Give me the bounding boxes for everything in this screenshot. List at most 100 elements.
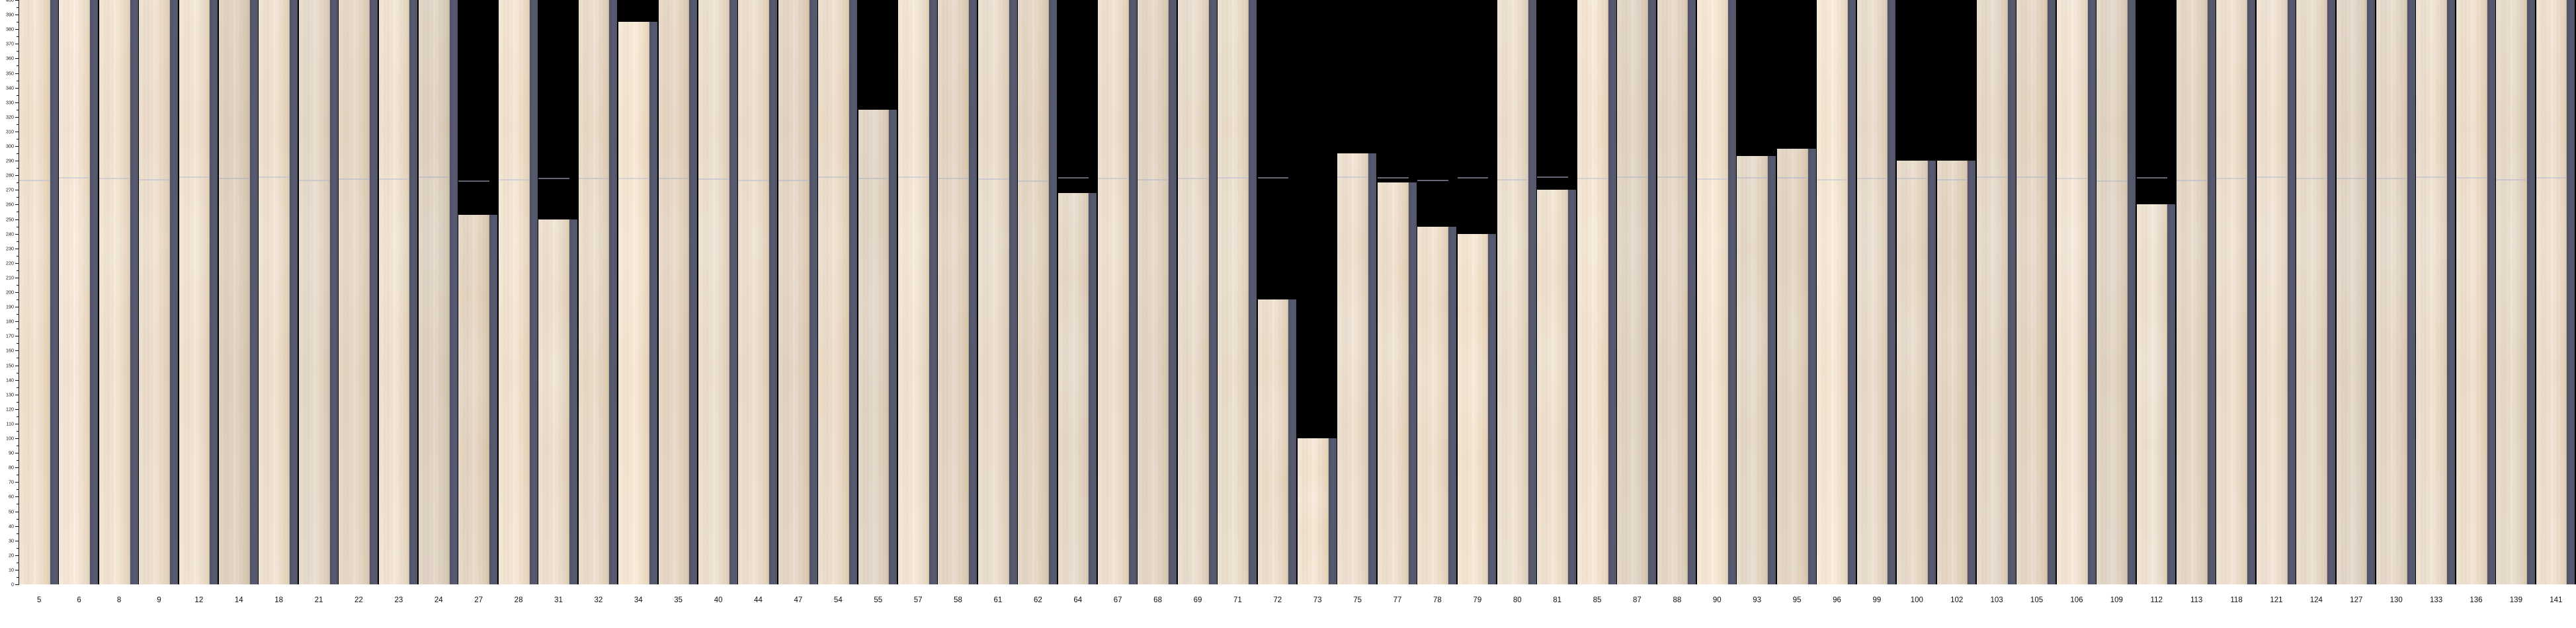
bar-85[interactable]	[1577, 0, 1617, 584]
bar-57[interactable]	[897, 0, 938, 584]
y-tick-label: 230	[6, 245, 14, 252]
bar-133[interactable]	[2416, 0, 2456, 584]
y-tick-label: 50	[9, 508, 14, 514]
bar-139[interactable]	[2496, 0, 2536, 584]
bar-71[interactable]	[1218, 0, 1257, 584]
bar-12[interactable]	[179, 0, 219, 584]
bar-28[interactable]	[498, 0, 538, 584]
bar-99[interactable]	[1856, 0, 1897, 584]
bar-seam	[458, 180, 490, 182]
bar-shadow	[2286, 0, 2296, 584]
bar-55[interactable]	[858, 0, 898, 584]
bar-61[interactable]	[977, 0, 1018, 584]
bar-8[interactable]	[99, 0, 139, 584]
bar-102[interactable]	[1936, 0, 1977, 584]
bar-90[interactable]	[1697, 0, 1737, 584]
bar-seam	[1177, 178, 1209, 179]
bar-75[interactable]	[1337, 0, 1377, 584]
bar-grain	[818, 0, 849, 584]
bar-87[interactable]	[1617, 0, 1657, 584]
bar-69[interactable]	[1177, 0, 1218, 584]
bar-68[interactable]	[1138, 0, 1177, 584]
bar-127[interactable]	[2336, 0, 2376, 584]
bar-62[interactable]	[1018, 0, 1058, 584]
x-tick-label: 14	[234, 596, 243, 604]
bar-67[interactable]	[1097, 0, 1138, 584]
bar-fill	[2216, 0, 2248, 584]
bar-6[interactable]	[59, 0, 99, 584]
bar-141[interactable]	[2536, 0, 2576, 584]
bar-95[interactable]	[1776, 0, 1817, 584]
bar-seam	[1337, 176, 1369, 178]
bar-shadow	[1128, 0, 1137, 584]
bar-93[interactable]	[1737, 0, 1776, 584]
y-tick-minor	[17, 7, 19, 9]
bar-9[interactable]	[139, 0, 179, 584]
bar-121[interactable]	[2256, 0, 2296, 584]
bar-grain	[1776, 149, 1808, 584]
bar-5[interactable]	[19, 0, 59, 584]
bar-seam	[2416, 176, 2448, 178]
bar-64[interactable]	[1058, 0, 1098, 584]
bar-fill	[378, 0, 410, 584]
bar-105[interactable]	[2016, 0, 2056, 584]
bar-73[interactable]	[1298, 0, 1337, 584]
bar-grain	[498, 0, 530, 584]
y-tick-label: 90	[9, 450, 14, 456]
bar-seam	[1417, 179, 1449, 181]
bar-shadow	[528, 0, 538, 584]
y-tick-label: 210	[6, 274, 14, 281]
bar-77[interactable]	[1377, 0, 1417, 584]
bar-shadow	[648, 22, 657, 584]
bar-18[interactable]	[259, 0, 298, 584]
bar-shadow	[968, 0, 977, 584]
bar-96[interactable]	[1817, 0, 1856, 584]
bar-seam	[2097, 180, 2128, 182]
bar-72[interactable]	[1257, 0, 1298, 584]
bar-103[interactable]	[1976, 0, 2016, 584]
bar-24[interactable]	[419, 0, 458, 584]
bar-54[interactable]	[818, 0, 858, 584]
y-tick-minor	[17, 576, 19, 578]
bar-32[interactable]	[578, 0, 618, 584]
x-tick-label: 57	[913, 596, 923, 604]
bar-21[interactable]	[298, 0, 339, 584]
bar-88[interactable]	[1657, 0, 1697, 584]
bar-78[interactable]	[1417, 0, 1457, 584]
bar-81[interactable]	[1537, 0, 1577, 584]
bar-44[interactable]	[738, 0, 778, 584]
bar-58[interactable]	[938, 0, 977, 584]
bar-136[interactable]	[2456, 0, 2496, 584]
bar-shadow	[2366, 0, 2376, 584]
bar-80[interactable]	[1497, 0, 1537, 584]
bar-35[interactable]	[658, 0, 698, 584]
bar-fill	[1377, 177, 1409, 584]
bar-23[interactable]	[378, 0, 419, 584]
y-tick-minor	[17, 401, 19, 403]
bar-shadow	[1567, 190, 1577, 584]
bar-14[interactable]	[219, 0, 259, 584]
bar-shadow	[1527, 0, 1536, 584]
bar-40[interactable]	[698, 0, 738, 584]
bar-130[interactable]	[2376, 0, 2416, 584]
bar-47[interactable]	[778, 0, 818, 584]
bar-fill	[1138, 0, 1169, 584]
bar-34[interactable]	[618, 0, 658, 584]
bar-118[interactable]	[2216, 0, 2256, 584]
x-tick-label: 102	[1950, 596, 1964, 604]
bar-seam	[778, 180, 810, 182]
bar-31[interactable]	[538, 0, 578, 584]
bar-106[interactable]	[2056, 0, 2097, 584]
bar-22[interactable]	[339, 0, 378, 584]
bar-113[interactable]	[2176, 0, 2216, 584]
y-tick-label: 190	[6, 303, 14, 310]
bar-27[interactable]	[458, 0, 498, 584]
bar-seam	[2256, 177, 2288, 178]
bar-124[interactable]	[2296, 0, 2336, 584]
bar-fill	[419, 0, 450, 584]
bar-79[interactable]	[1457, 0, 1497, 584]
y-tick-major	[15, 87, 19, 89]
bar-100[interactable]	[1897, 0, 1936, 584]
bar-109[interactable]	[2097, 0, 2136, 584]
bar-112[interactable]	[2136, 0, 2177, 584]
